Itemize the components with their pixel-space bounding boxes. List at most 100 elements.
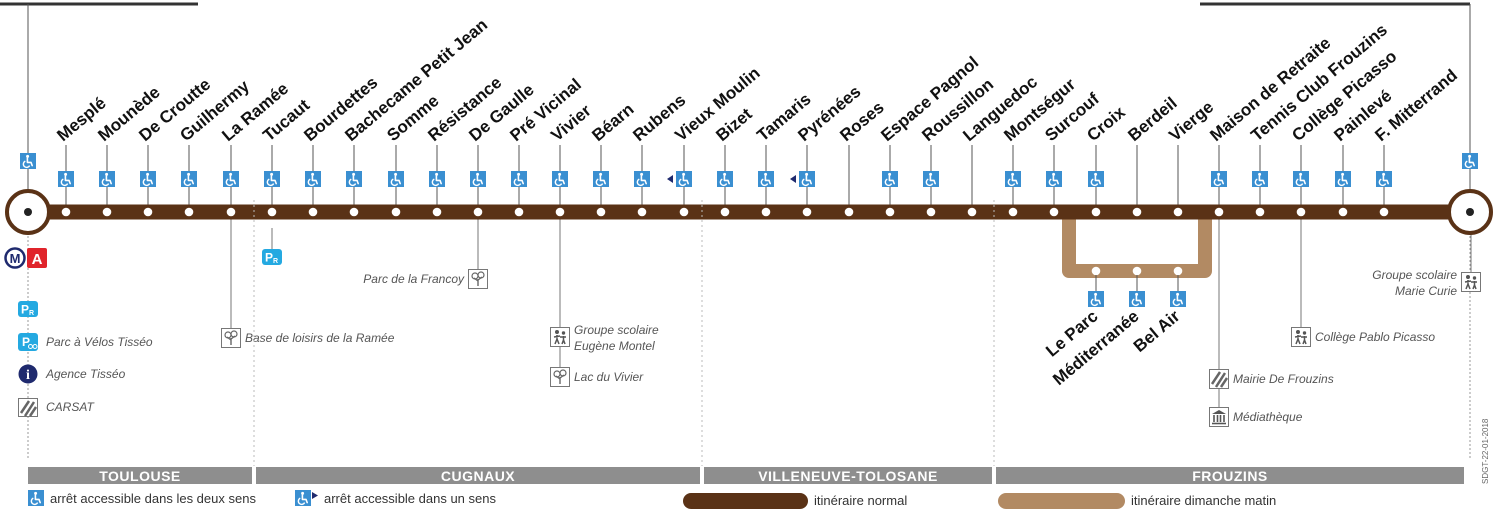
stop-marker xyxy=(844,207,854,217)
terminal-marker xyxy=(5,189,51,235)
wheelchair-icon xyxy=(799,171,815,187)
stop-name: Béarn xyxy=(588,100,637,146)
park-icon xyxy=(550,367,570,387)
direction-arrow-icon xyxy=(667,175,673,183)
wheelchair-icon xyxy=(1046,171,1062,187)
wheelchair-icon xyxy=(58,171,74,187)
zone-bar: FROUZINS xyxy=(996,467,1464,484)
zone-bars: TOULOUSE CUGNAUX VILLENEUVE-TOLOSANE FROUZI… xyxy=(28,200,1464,484)
wheelchair-icon xyxy=(1088,171,1104,187)
stop-marker xyxy=(637,207,647,217)
legend-normal-swatch xyxy=(683,493,808,509)
zone-name: TOULOUSE xyxy=(99,468,181,484)
school-icon xyxy=(1461,272,1481,292)
poi-label: Mairie De Frouzins xyxy=(1233,372,1334,386)
legend: arrêt accessible dans les deux sens arrêt… xyxy=(28,490,1276,509)
stop-marker xyxy=(679,207,689,217)
line-a-icon: A xyxy=(27,248,47,268)
stop-marker xyxy=(473,207,483,217)
wheelchair-icon xyxy=(552,171,568,187)
legend-normal: itinéraire normal xyxy=(814,493,907,508)
wheelchair-icon xyxy=(1293,171,1309,187)
svg-text:R: R xyxy=(273,258,278,265)
sunday-stop-marker xyxy=(1132,266,1142,276)
wheelchair-icon xyxy=(305,171,321,187)
wheelchair-icon xyxy=(511,171,527,187)
stop-marker xyxy=(1214,207,1224,217)
stop-marker xyxy=(143,207,153,217)
svg-text:R: R xyxy=(29,310,34,317)
accessibility-icons xyxy=(20,153,1478,307)
zone-name: CUGNAUX xyxy=(441,468,515,484)
zone-name: FROUZINS xyxy=(1192,468,1268,484)
stop-marker xyxy=(391,207,401,217)
wheelchair-icon xyxy=(1170,291,1186,307)
sunday-stop-marker xyxy=(1091,266,1101,276)
stop-marker xyxy=(226,207,236,217)
wheelchair-icon xyxy=(717,171,733,187)
poi-label: Base de loisirs de la Ramée xyxy=(245,331,395,345)
route-lines xyxy=(28,204,1470,278)
legend-one: arrêt accessible dans un sens xyxy=(324,491,496,506)
stop-marker xyxy=(761,207,771,217)
stop-marker xyxy=(1338,207,1348,217)
poi-label: Médiathèque xyxy=(1233,410,1303,424)
service-label: CARSAT xyxy=(46,400,95,414)
points-of-interest: Base de loisirs de la Ramée Parc de la Fr… xyxy=(221,268,1481,427)
sunday-stop-name: Bel Air xyxy=(1130,306,1184,356)
stop-marker xyxy=(61,207,71,217)
stop-marker xyxy=(267,207,277,217)
wheelchair-icon xyxy=(593,171,609,187)
wheelchair-icon xyxy=(882,171,898,187)
library-icon xyxy=(1209,407,1229,427)
park-icon xyxy=(221,328,241,348)
zone-name: VILLENEUVE-TOLOSANE xyxy=(758,468,938,484)
town-hall-icon xyxy=(1209,369,1229,389)
zone-bar: VILLENEUVE-TOLOSANE xyxy=(704,467,992,484)
poi-label: Groupe scolaire xyxy=(1372,268,1457,282)
poi-label: Parc de la Francoy xyxy=(363,272,465,286)
school-icon xyxy=(550,327,570,347)
wheelchair-icon xyxy=(20,153,36,169)
stop-marker xyxy=(1049,207,1059,217)
stop-marker xyxy=(514,207,524,217)
poi-label: Groupe scolaire xyxy=(574,323,659,337)
terminal-marker xyxy=(1447,189,1493,235)
zone-bar: TOULOUSE xyxy=(28,467,252,484)
svg-text:A: A xyxy=(32,251,43,268)
svg-text:P: P xyxy=(265,251,273,265)
stop-marker xyxy=(1296,207,1306,217)
zone-bar: CUGNAUX xyxy=(256,467,700,484)
legend-both: arrêt accessible dans les deux sens xyxy=(50,491,256,506)
wheelchair-icon xyxy=(1211,171,1227,187)
wheelchair-icon xyxy=(470,171,486,187)
stop-marker xyxy=(432,207,442,217)
stop-marker xyxy=(967,207,977,217)
svg-text:P: P xyxy=(21,303,29,317)
svg-text:M: M xyxy=(10,251,21,266)
wheelchair-icon xyxy=(388,171,404,187)
stop-marker xyxy=(1173,207,1183,217)
office-icon xyxy=(18,398,38,417)
wheelchair-icon xyxy=(28,490,44,506)
wheelchair-icon xyxy=(1252,171,1268,187)
svg-text:i: i xyxy=(26,368,30,383)
sunday-stop-marker xyxy=(1173,266,1183,276)
poi-label: Collège Pablo Picasso xyxy=(1315,330,1435,344)
legend-sunday-swatch xyxy=(998,493,1125,509)
legend-sunday: itinéraire dimanche matin xyxy=(1131,493,1276,508)
stop-marker xyxy=(1379,207,1389,217)
wheelchair-icon xyxy=(923,171,939,187)
info-icon: i xyxy=(18,364,38,384)
wheelchair-icon xyxy=(99,171,115,187)
svg-text:P: P xyxy=(22,335,30,349)
service-label: Agence Tisséo xyxy=(45,367,126,381)
stop-marker xyxy=(802,207,812,217)
service-label: Parc à Vélos Tisséo xyxy=(46,335,153,349)
bike-park-icon: P xyxy=(18,333,38,351)
stop-marker xyxy=(926,207,936,217)
stop-marker xyxy=(349,207,359,217)
